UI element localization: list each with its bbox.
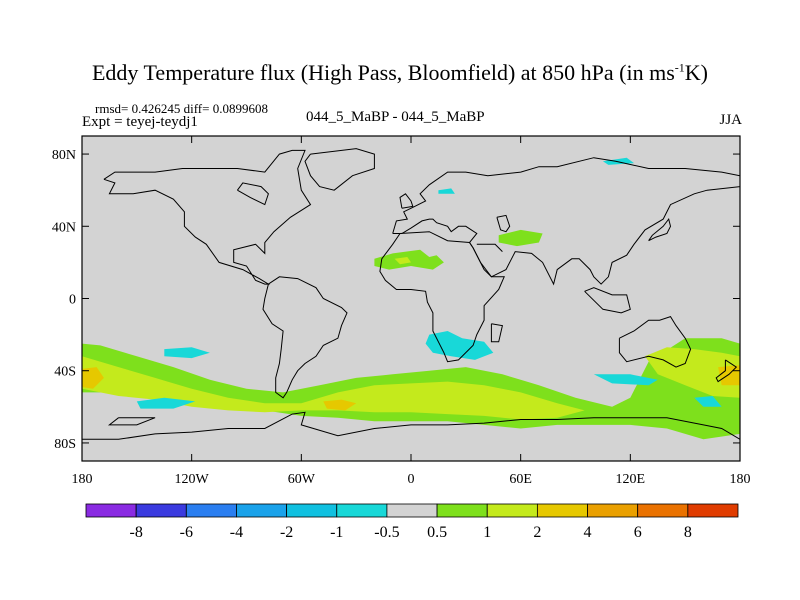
colorbar-label: -6 [180, 524, 193, 541]
negative-siberia [438, 188, 455, 194]
africa-coastline [379, 231, 505, 363]
y-tick-label: 40S [54, 365, 76, 380]
colorbar-label: 2 [533, 524, 541, 541]
negative-southern-ocean [694, 396, 722, 407]
negative-indian-ocean [593, 374, 658, 386]
orange-patch-dateline-west [82, 367, 104, 389]
experiment-label: Expt = teyej-teydj1 [82, 114, 198, 130]
greenland-coastline [304, 148, 375, 191]
southern-storm-track-2 [82, 356, 585, 420]
colorbar-swatch [336, 503, 388, 518]
colorbar-label: -1 [330, 524, 343, 541]
colorbar-label: 6 [634, 524, 642, 541]
x-tick-label: 60W [288, 472, 316, 487]
colorbar-label: -0.5 [374, 524, 399, 541]
colorbar-swatch [587, 503, 639, 518]
y-tick-label: 0 [69, 293, 76, 308]
madagascar-coastline [490, 323, 504, 343]
title-superscript: -1 [674, 60, 685, 75]
y-tick-label: 80N [52, 148, 76, 163]
colorbar-label: -4 [230, 524, 243, 541]
coastlines [82, 148, 740, 440]
x-tick-label: 120E [616, 472, 646, 487]
japan-coastline [648, 217, 672, 242]
colorbar-label: 4 [584, 524, 592, 541]
colorbar-swatch [185, 503, 237, 518]
colorbar-label: 8 [684, 524, 692, 541]
field-contours [82, 157, 740, 440]
negative-africa [425, 331, 494, 360]
colorbar-swatch [236, 503, 288, 518]
colorbar-label: -8 [129, 524, 142, 541]
pacific-storm-track-2 [645, 347, 740, 398]
x-tick-label: 0 [408, 472, 415, 487]
caspian-sea-coastline [496, 214, 511, 233]
x-tick-label: 120W [175, 472, 210, 487]
y-tick-label: 80S [54, 437, 76, 452]
north-america-coastline [103, 149, 312, 285]
mediterranean-yellow [394, 257, 411, 265]
stats-label: rmsd= 0.426245 diff= 0.0899608 [95, 101, 268, 116]
new-zealand-coastline [715, 359, 738, 383]
colorbar-swatch [637, 503, 689, 518]
x-tick-label: 180 [72, 472, 93, 487]
south-america-coastline [262, 276, 348, 399]
uk-coastline [399, 193, 414, 209]
arabia-peninsula-inner [476, 243, 503, 252]
x-tick-label: 180 [730, 472, 751, 487]
colorbar-label: -2 [280, 524, 293, 541]
negative-south-pacific-2 [136, 397, 196, 409]
colorbar-swatch [135, 503, 187, 518]
caspian-band [498, 229, 543, 247]
colorbar-swatch [85, 503, 137, 518]
title-tail: K) [684, 60, 708, 85]
colorbar-label: 1 [483, 524, 491, 541]
title-text: Eddy Temperature flux (High Pass, Bloomf… [91, 60, 675, 85]
colorbar-label: 0.5 [427, 524, 447, 541]
colorbar-swatch [436, 503, 488, 518]
colorbar: -8 -6 -4 -2 -1 -0.5 0.5 1 2 4 6 8 [85, 503, 739, 541]
negative-south-pacific [164, 347, 210, 359]
orange-patch-dateline-east [718, 365, 740, 386]
plot-title: Eddy Temperature flux (High Pass, Bloomf… [0, 60, 800, 86]
orange-patch-atlantic [323, 399, 357, 411]
australia-coastline [618, 316, 692, 368]
eurasia-coastline [392, 157, 740, 286]
colorbar-swatch [486, 503, 538, 518]
colorbar-swatch [386, 503, 438, 518]
axis-ticks: 180 120W 60W 0 60E 120E 180 80N 40N 0 40S 80S [52, 136, 751, 487]
y-tick-label: 40N [52, 220, 76, 235]
x-tick-label: 60E [509, 472, 532, 487]
colorbar-swatch [286, 503, 338, 518]
hudson-bay-coastline [236, 182, 269, 206]
season-label: JJA [719, 112, 742, 128]
colorbar-swatch [687, 503, 739, 518]
indonesia-coastline [584, 287, 631, 314]
case-label: 044_5_MaBP - 044_5_MaBP [306, 109, 485, 125]
antarctic-peninsula-outline [107, 417, 156, 426]
antarctica-coastline [82, 411, 740, 440]
colorbar-swatch [536, 503, 588, 518]
